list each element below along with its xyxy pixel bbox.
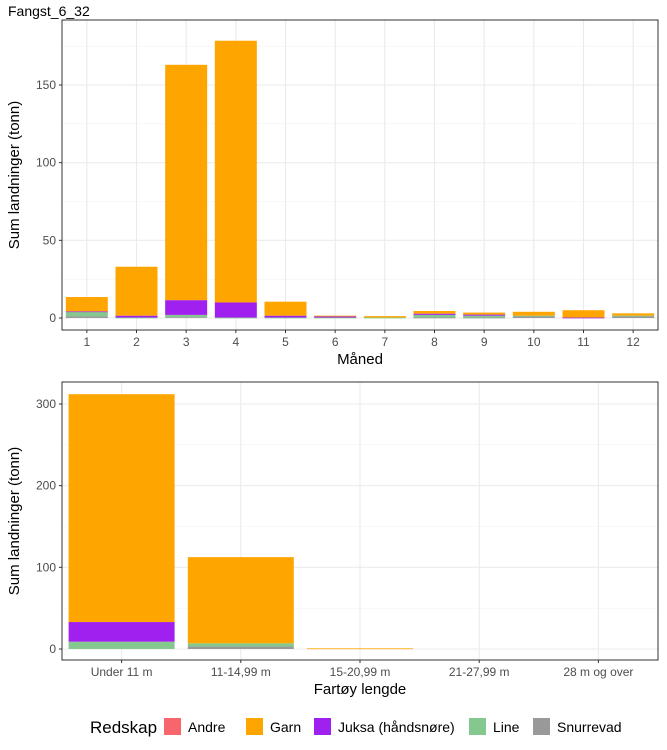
y-axis-label: Sum landninger (tonn) xyxy=(6,447,23,595)
bar-juksa xyxy=(165,300,208,315)
bar-garn xyxy=(413,311,456,314)
bar-garn xyxy=(115,266,158,316)
bar-snurrevad xyxy=(512,316,555,318)
x-tick-label: 28 m og over xyxy=(563,665,633,679)
bar-garn xyxy=(562,310,605,318)
bar-juksa xyxy=(314,315,357,318)
x-axis-label: Fartøy lengde xyxy=(314,681,407,698)
x-tick-label: Under 11 m xyxy=(91,665,153,679)
bar-garn xyxy=(214,40,257,303)
chart-title: Fangst_6_32 xyxy=(8,3,90,19)
x-tick-label: 3 xyxy=(183,335,190,349)
bar-garn xyxy=(187,557,294,644)
legend-item: Juksa (håndsnøre) xyxy=(314,718,455,735)
panel-border xyxy=(61,19,659,331)
bar-line xyxy=(512,315,555,317)
legend-swatch xyxy=(164,718,181,735)
x-axis-label: Måned xyxy=(337,351,383,368)
x-tick-label: 5 xyxy=(282,335,289,349)
bar-juksa xyxy=(65,311,108,313)
bar-line xyxy=(214,317,257,319)
bar-line xyxy=(363,317,406,319)
bar-line xyxy=(187,643,294,647)
x-tick-label: 7 xyxy=(381,335,388,349)
bar-line xyxy=(115,317,158,319)
bar-garn xyxy=(65,297,108,312)
x-tick-label: 12 xyxy=(626,335,640,349)
x-tick-label: 4 xyxy=(232,335,239,349)
bar-garn xyxy=(512,311,555,316)
legend-label: Juksa (håndsnøre) xyxy=(338,719,455,735)
panel-2: 0 100 200 300 Under 11 m 11-14,99 m 15-20,99 m… xyxy=(6,381,659,698)
legend-title: Redskap xyxy=(90,718,157,737)
bar-snurrevad xyxy=(413,317,456,319)
legend-item: Andre xyxy=(164,718,226,735)
bar-juksa xyxy=(264,315,307,318)
y-tick-label: 100 xyxy=(36,156,56,170)
x-tick-label: 8 xyxy=(431,335,438,349)
legend-swatch xyxy=(246,718,263,735)
bar-snurrevad xyxy=(612,316,655,318)
y-tick-label: 0 xyxy=(49,311,56,325)
bar-snurrevad xyxy=(187,646,294,649)
legend-label: Line xyxy=(493,719,520,735)
bar-juksa xyxy=(214,302,257,318)
legend-item: Garn xyxy=(246,718,301,735)
bar-juksa xyxy=(68,622,175,642)
x-tick-label: 15-20,99 m xyxy=(330,665,391,679)
bar-garn xyxy=(307,648,413,650)
bar-juksa xyxy=(463,314,506,316)
legend-swatch xyxy=(469,718,486,735)
bar-snurrevad xyxy=(65,316,108,318)
bar-garn xyxy=(363,316,406,318)
y-axis-label: Sum landninger (tonn) xyxy=(6,101,23,249)
legend-swatch xyxy=(314,718,331,735)
x-tick-label: 1 xyxy=(83,335,90,349)
x-tick-label: 11 xyxy=(577,335,590,349)
x-tick-label: 9 xyxy=(481,335,488,349)
bar-line xyxy=(612,315,655,317)
bar-juksa xyxy=(115,315,158,318)
bar-line xyxy=(413,314,456,318)
x-tick-label: 6 xyxy=(332,335,339,349)
bar-snurrevad xyxy=(463,317,506,319)
bar-garn xyxy=(314,315,357,317)
y-tick-label: 150 xyxy=(36,78,56,92)
legend-item: Line xyxy=(469,718,520,735)
bar-line xyxy=(314,317,357,319)
legend-label: Andre xyxy=(188,719,226,735)
legend-label: Snurrevad xyxy=(557,719,622,735)
bar-garn xyxy=(612,313,655,316)
y-tick-label: 50 xyxy=(43,233,57,247)
legend-item: Snurrevad xyxy=(533,718,622,735)
bar-snurrevad xyxy=(165,317,208,319)
x-tick-label: 21-27,99 m xyxy=(449,665,510,679)
panel-border xyxy=(61,381,659,661)
bar-line xyxy=(68,641,175,649)
x-tick-label: 10 xyxy=(527,335,541,349)
legend-label: Garn xyxy=(270,719,301,735)
x-tick-label: 2 xyxy=(133,335,140,349)
bar-juksa xyxy=(413,313,456,315)
bar-garn xyxy=(68,394,175,623)
x-tick-label: 11-14,99 m xyxy=(211,665,271,679)
y-tick-label: 300 xyxy=(36,397,56,411)
legend-swatch xyxy=(533,718,550,735)
y-tick-label: 200 xyxy=(36,479,56,493)
y-tick-label: 0 xyxy=(49,642,56,656)
bar-line xyxy=(65,311,108,317)
bar-line xyxy=(165,314,208,318)
bar-juksa xyxy=(562,317,605,319)
bar-garn xyxy=(165,64,208,301)
bar-garn xyxy=(264,301,307,316)
legend: Redskap Andre Garn Juksa (håndsnøre) Line Sn… xyxy=(90,718,622,737)
bar-garn xyxy=(463,312,506,315)
bar-line xyxy=(264,317,307,319)
bar-line xyxy=(463,315,506,318)
y-tick-label: 100 xyxy=(36,560,56,574)
